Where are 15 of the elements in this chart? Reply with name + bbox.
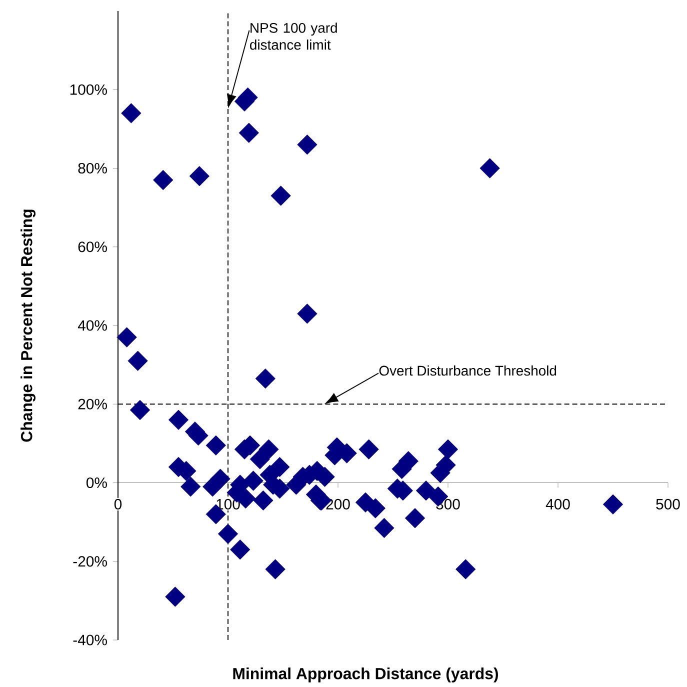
y-tick-label: -40%: [73, 634, 107, 646]
y-tick-label: 60%: [78, 242, 107, 252]
ref-line-label: Overt Disturbance Threshold: [379, 365, 556, 376]
x-tick-label: 400: [546, 498, 570, 510]
y-tick-label: 80%: [78, 162, 107, 174]
x-tick-label: 500: [656, 498, 680, 510]
y-tick-label: 20%: [78, 398, 107, 410]
y-tick-label: 100%: [70, 84, 107, 95]
y-axis-title: Change in Percent Not Resting: [20, 210, 36, 442]
y-tick-label: -20%: [73, 556, 107, 567]
y-tick-label: 0%: [86, 477, 107, 488]
ref-line-label: NPS 100 yard distance limit: [250, 22, 337, 50]
x-tick-label: 0: [114, 498, 122, 510]
x-axis-title: Minimal Approach Distance (yards): [233, 668, 498, 682]
y-tick-label: 40%: [78, 320, 107, 331]
